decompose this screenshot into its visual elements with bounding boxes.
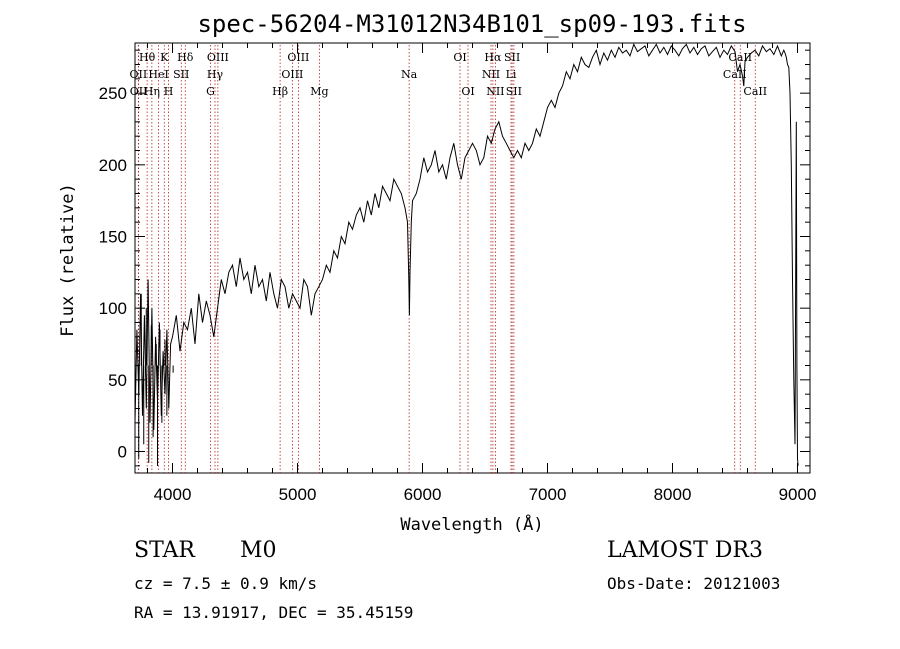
line-label: Hδ (177, 51, 194, 64)
emission-line-labels: Hθ OII OII K HeI Hη Hδ SII H OIII Hγ G OIII OIII Hβ Mg N… (130, 51, 768, 98)
y-tick-label: 100 (99, 299, 127, 318)
line-label: G (206, 85, 215, 98)
x-tick-label: 6000 (404, 485, 442, 504)
line-label: H (164, 85, 174, 98)
x-tick-label: 9000 (779, 485, 817, 504)
line-label: HeI (148, 68, 168, 81)
line-label: OIII (207, 51, 229, 64)
line-label: OIII (281, 68, 303, 81)
x-tick-label: 8000 (654, 485, 692, 504)
spectrum-series (134, 43, 799, 466)
line-label: OI (453, 51, 466, 64)
chart-title: spec-56204-M31012N34B101_sp09-193.fits (197, 10, 746, 38)
emission-line-markers (137, 45, 756, 473)
object-type: STAR (134, 538, 195, 563)
coordinates: RA = 13.91917, DEC = 35.45159 (134, 603, 414, 622)
x-tick-label: 5000 (279, 485, 317, 504)
x-axis-label: Wavelength (Å) (400, 513, 543, 535)
line-label: K (160, 51, 169, 64)
observation-date: Obs-Date: 20121003 (607, 574, 781, 593)
y-tick-label: 250 (99, 84, 127, 103)
line-label: Hγ (207, 68, 224, 81)
line-label: SII (173, 68, 189, 81)
line-label: CaII (743, 85, 767, 98)
line-label: Hβ (272, 85, 288, 98)
y-tick-label: 200 (99, 156, 127, 175)
line-label: OII (130, 68, 148, 81)
survey-name: LAMOST DR3 (607, 538, 763, 563)
line-label: OI (461, 85, 474, 98)
line-label: CaII (728, 51, 752, 64)
line-label: NII (486, 85, 504, 98)
x-tick-label: 7000 (529, 485, 567, 504)
line-label: Hθ (139, 51, 156, 64)
line-label: Hη (144, 85, 160, 98)
line-label: SII (504, 51, 520, 64)
spectrum-line (134, 43, 799, 466)
x-axis-ticks: 4000 5000 6000 7000 8000 9000 (147, 43, 817, 504)
line-label: NII (482, 68, 500, 81)
plot-frame (134, 42, 811, 474)
y-axis-ticks: 0 50 100 150 200 250 (99, 49, 810, 467)
line-label: Li (506, 68, 517, 81)
line-label: OII (130, 85, 148, 98)
spectral-class: M0 (240, 538, 277, 563)
line-label: OIII (287, 51, 309, 64)
y-tick-label: 150 (99, 228, 127, 247)
x-tick-label: 4000 (154, 485, 192, 504)
line-label: Na (401, 68, 418, 81)
line-label: Hα (484, 51, 502, 64)
line-label: Mg (310, 85, 328, 98)
line-label: CaII (723, 68, 747, 81)
y-axis-label: Flux (relative) (58, 183, 78, 337)
y-tick-label: 0 (118, 443, 127, 462)
line-label: SII (506, 85, 522, 98)
y-tick-label: 50 (108, 371, 127, 390)
redshift-velocity: cz = 7.5 ± 0.9 km/s (134, 574, 318, 593)
